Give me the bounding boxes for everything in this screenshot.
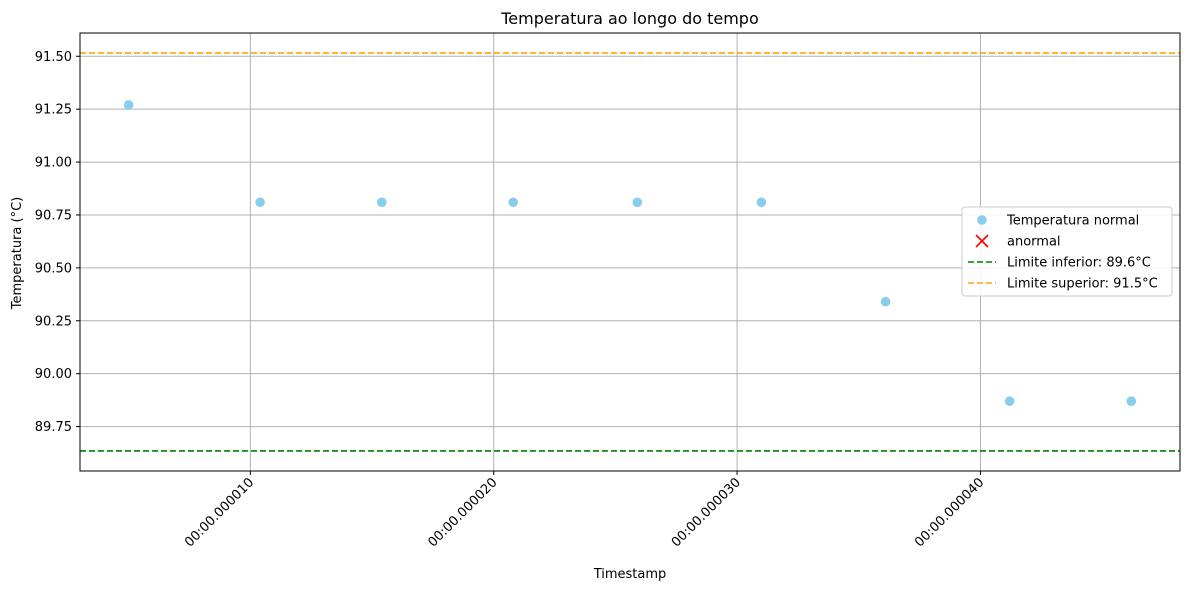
legend-marker bbox=[975, 234, 989, 248]
data-point bbox=[508, 197, 518, 208]
x-tick-label: 00:00.000020 bbox=[425, 475, 500, 550]
y-axis-ticks: 89.75 90.00 90.25 90.50 90.75 91.00 91.25 91.50 bbox=[35, 50, 80, 435]
data-point bbox=[376, 197, 387, 208]
y-tick-label: 90.25 bbox=[35, 314, 72, 329]
x-tick-label: 00:00.000030 bbox=[669, 475, 744, 550]
y-tick-label: 91.50 bbox=[35, 50, 72, 65]
legend-label: anormal bbox=[1007, 235, 1061, 250]
legend-box bbox=[961, 206, 1173, 297]
data-point bbox=[1004, 396, 1015, 406]
y-tick-label: 90.75 bbox=[35, 208, 72, 223]
grid bbox=[80, 33, 1180, 471]
legend-marker bbox=[977, 215, 987, 225]
plot-frame bbox=[79, 32, 1181, 472]
reference-lines bbox=[80, 52, 1180, 452]
data-point bbox=[880, 296, 891, 307]
y-axis-label: Temperatura (°C) bbox=[10, 197, 25, 310]
x-axis-ticks: 00:00.000010 00:00.000020 00:00.000030 00:0… bbox=[182, 471, 987, 550]
x-axis-label: Timestamp bbox=[593, 567, 667, 582]
y-tick-label: 89.75 bbox=[35, 420, 72, 435]
legend-label: Temperatura normal bbox=[1006, 214, 1139, 229]
x-tick-label: 00:00.000040 bbox=[912, 475, 987, 550]
x-tick-label: 00:00.000010 bbox=[182, 475, 257, 550]
data-point bbox=[123, 100, 134, 110]
data-point bbox=[1126, 396, 1137, 406]
data-point bbox=[632, 197, 643, 208]
chart-title: Temperatura ao longo do tempo bbox=[500, 9, 759, 28]
legend: Temperatura normal anormal Limite inferior… bbox=[961, 206, 1173, 297]
data-point bbox=[255, 197, 265, 208]
y-tick-label: 90.00 bbox=[35, 367, 72, 382]
y-tick-label: 90.50 bbox=[35, 261, 72, 276]
y-tick-label: 91.00 bbox=[35, 156, 72, 171]
legend-label: Limite inferior: 89.6°C bbox=[1007, 256, 1151, 271]
data-point bbox=[756, 197, 767, 208]
data-points bbox=[123, 100, 1137, 406]
legend-label: Limite superior: 91.5°C bbox=[1007, 277, 1158, 292]
y-tick-label: 91.25 bbox=[35, 103, 72, 118]
